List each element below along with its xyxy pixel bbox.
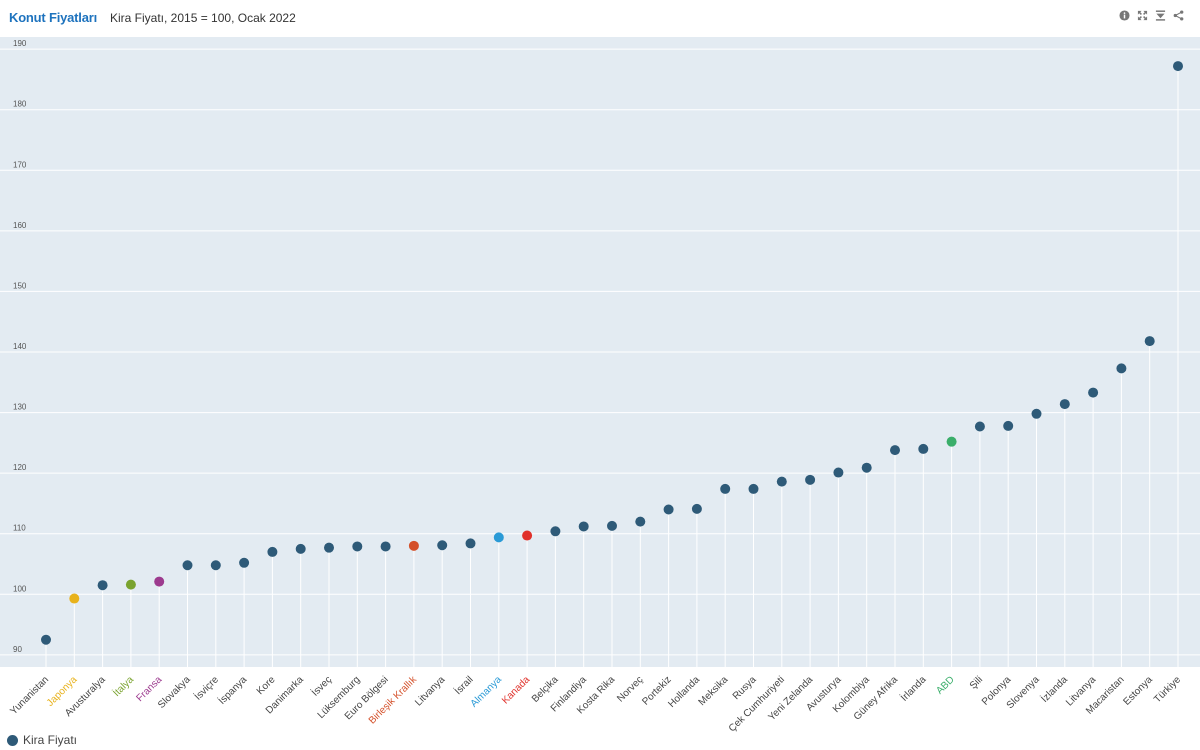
data-points (41, 61, 1183, 645)
data-point[interactable] (918, 443, 929, 454)
data-point[interactable] (352, 541, 363, 552)
x-tick-label: Estonya (1121, 674, 1155, 708)
data-point[interactable] (1116, 363, 1127, 374)
x-tick-label: İspanya (215, 673, 249, 707)
share-icon[interactable] (1173, 10, 1184, 21)
data-point[interactable] (833, 467, 844, 478)
data-point[interactable] (125, 579, 136, 590)
brand-title: Konut Fiyatları (9, 10, 98, 25)
x-tick-label: İtalya (110, 673, 136, 699)
data-point[interactable] (493, 532, 504, 543)
data-point[interactable] (974, 421, 985, 432)
data-point[interactable] (890, 445, 900, 456)
fullscreen-icon[interactable] (1137, 10, 1148, 21)
data-point[interactable] (691, 503, 702, 514)
y-tick-label: 130 (13, 403, 27, 412)
toolbar (1119, 10, 1184, 21)
y-tick-label: 120 (13, 463, 27, 472)
data-point[interactable] (1031, 408, 1042, 419)
data-point[interactable] (720, 483, 731, 494)
data-point[interactable] (776, 476, 787, 487)
y-tick-label: 160 (13, 221, 27, 230)
gridlines (0, 48, 1200, 656)
x-tick-label: İrlanda (898, 673, 929, 704)
data-point[interactable] (182, 560, 193, 571)
data-point[interactable] (861, 462, 872, 473)
data-point[interactable] (578, 521, 589, 532)
data-point[interactable] (663, 504, 674, 515)
chart-header: Konut Fiyatları Kira Fiyatı, 2015 = 100,… (0, 0, 1200, 36)
data-point[interactable] (1173, 61, 1183, 72)
data-point[interactable] (748, 483, 759, 494)
x-tick-label: Şili (968, 674, 985, 691)
data-point[interactable] (1144, 336, 1155, 347)
y-tick-label: 90 (13, 645, 22, 654)
data-point[interactable] (1059, 399, 1070, 410)
data-point[interactable] (946, 436, 957, 447)
x-tick-label: Kore (255, 674, 278, 697)
x-tick-label: Meksika (697, 674, 731, 708)
data-point[interactable] (154, 576, 165, 587)
x-tick-label: Hollanda (666, 674, 702, 710)
data-point[interactable] (635, 516, 646, 527)
x-tick-label: Kanada (500, 674, 532, 706)
y-tick-label: 150 (13, 281, 27, 290)
data-point[interactable] (324, 542, 334, 553)
y-axis-ticks: 90 100 110 120 130 140 150 160 170 180 190 (13, 39, 27, 654)
legend-label: Kira Fiyatı (23, 733, 78, 747)
x-tick-label: İsrail (451, 673, 475, 697)
data-point[interactable] (1088, 387, 1099, 398)
chart-subtitle: Kira Fiyatı, 2015 = 100, Ocak 2022 (110, 11, 296, 25)
x-tick-label: Litvanya (413, 674, 447, 708)
info-icon[interactable] (1119, 10, 1130, 21)
data-point[interactable] (239, 557, 250, 568)
x-tick-label: ABD (934, 674, 956, 696)
y-tick-label: 190 (13, 39, 27, 48)
legend[interactable]: Kira Fiyatı (7, 733, 77, 747)
x-tick-label: İsveç (308, 673, 334, 699)
data-point[interactable] (1003, 420, 1014, 431)
data-point[interactable] (408, 540, 419, 551)
data-point[interactable] (210, 560, 221, 571)
data-point[interactable] (295, 543, 306, 554)
y-tick-label: 180 (13, 100, 27, 109)
y-tick-label: 110 (13, 524, 26, 533)
data-point[interactable] (267, 546, 278, 557)
x-tick-label: Yunanistan (8, 674, 51, 717)
y-tick-label: 170 (13, 160, 27, 169)
legend-marker (7, 734, 18, 746)
data-point[interactable] (522, 530, 533, 541)
x-tick-label: Almanya (469, 674, 505, 710)
data-point[interactable] (380, 541, 391, 552)
data-point[interactable] (465, 538, 476, 549)
data-point[interactable] (607, 520, 617, 531)
stems (45, 66, 1179, 667)
data-point[interactable] (69, 593, 80, 604)
y-tick-label: 100 (13, 584, 27, 593)
download-icon[interactable] (1155, 10, 1166, 21)
y-tick-label: 140 (13, 342, 27, 351)
x-tick-label: Türkiye (1152, 674, 1183, 705)
data-point[interactable] (805, 474, 816, 485)
data-point[interactable] (41, 634, 51, 645)
data-point[interactable] (97, 580, 108, 591)
data-point[interactable] (437, 540, 448, 551)
data-point[interactable] (550, 526, 561, 537)
